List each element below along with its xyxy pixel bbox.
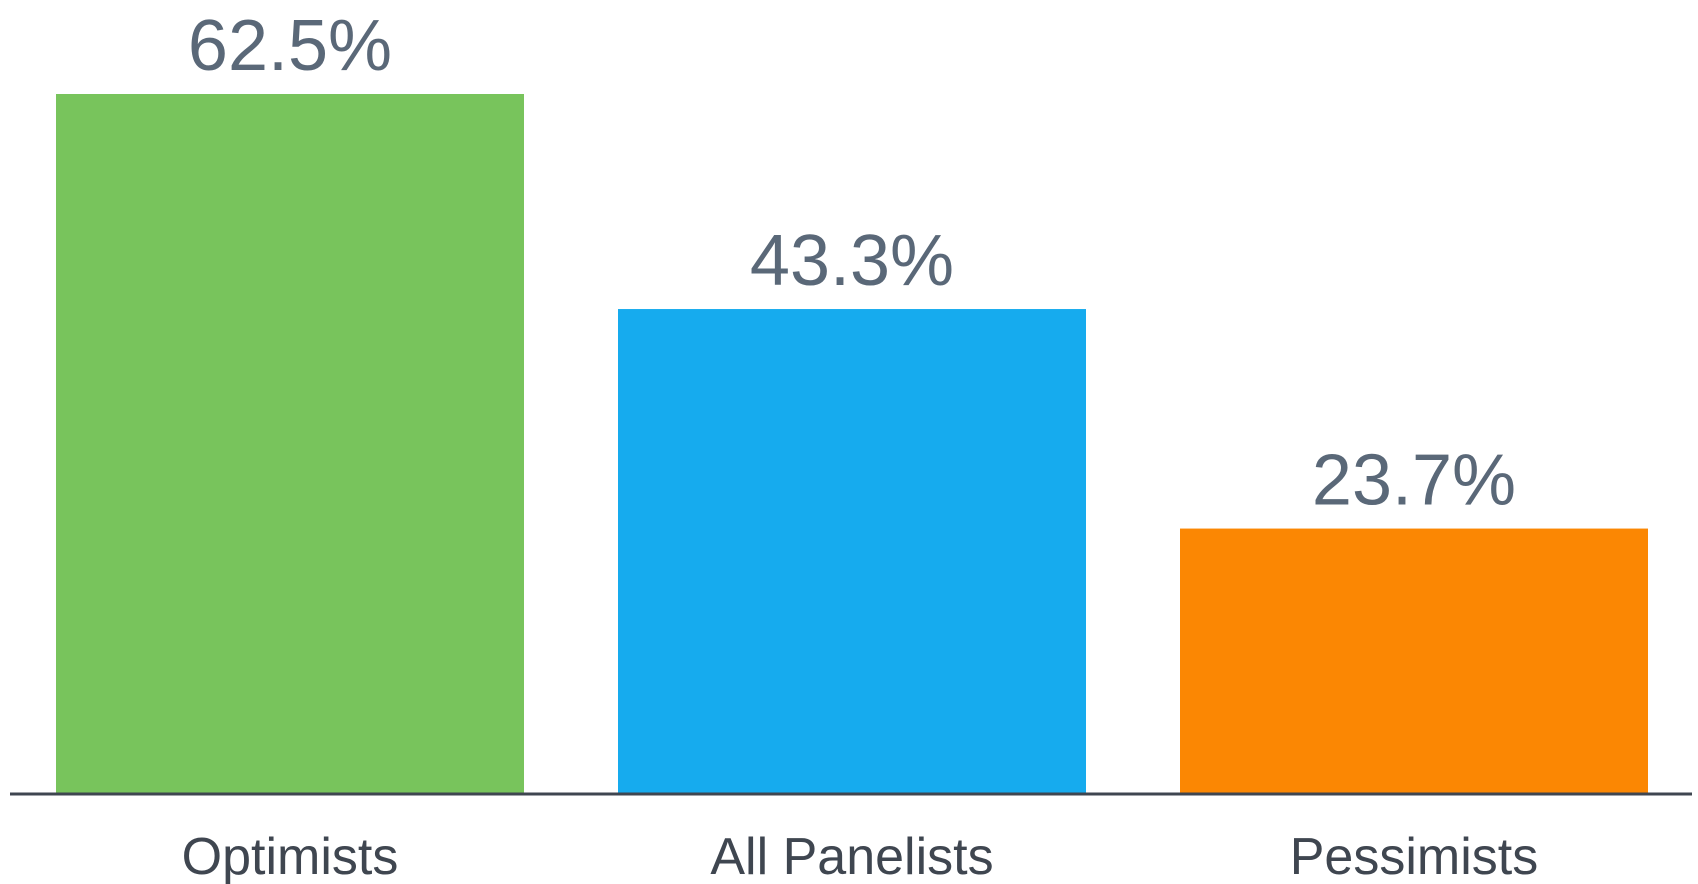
bar-all-panelists: [618, 309, 1086, 794]
category-labels-layer: Optimists All Panelists Pessimists: [182, 828, 1539, 884]
bar-optimists: [56, 94, 524, 794]
category-label-optimists: Optimists: [182, 828, 399, 884]
bar-pessimists: [1180, 528, 1648, 794]
value-label-optimists: 62.5%: [188, 6, 392, 86]
category-label-pessimists: Pessimists: [1290, 828, 1538, 884]
value-label-pessimists: 23.7%: [1312, 441, 1516, 521]
value-labels-layer: 62.5% 43.3% 23.7%: [188, 6, 1516, 521]
category-label-all-panelists: All Panelists: [710, 828, 993, 884]
value-label-all-panelists: 43.3%: [750, 221, 954, 301]
bars-layer: [56, 94, 1648, 794]
